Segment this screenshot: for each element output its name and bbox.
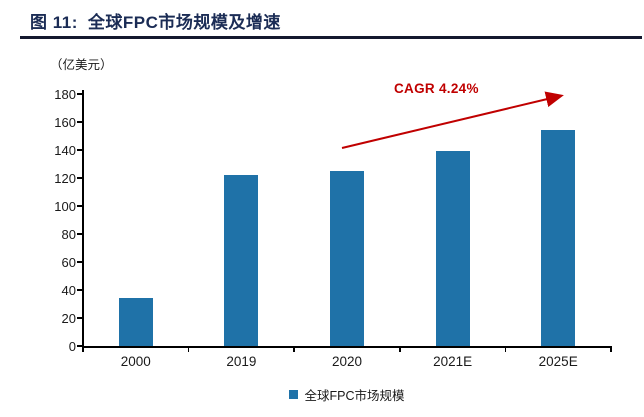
y-tick-mark (77, 149, 82, 151)
y-tick-label: 20 (61, 310, 76, 326)
y-tick-mark (77, 317, 82, 319)
bar-2025E (541, 130, 576, 346)
figure-title: 全球FPC市场规模及增速 (87, 13, 281, 32)
x-tick-mark (187, 346, 190, 352)
y-tick-mark (77, 345, 82, 347)
header-divider (20, 36, 642, 39)
bar-2020 (330, 171, 364, 346)
x-category-label: 2021E (433, 354, 473, 369)
figure-header: 图 11: 全球FPC市场规模及增速 (30, 8, 281, 33)
bar-2000 (118, 298, 153, 346)
y-tick-label: 60 (61, 254, 76, 270)
x-tick-mark (504, 346, 507, 352)
bar-2019 (224, 175, 259, 346)
y-tick-label: 0 (68, 338, 76, 354)
y-tick-mark (77, 205, 82, 207)
y-tick-mark (77, 233, 82, 235)
bar-2021E (435, 151, 470, 346)
x-tick-mark (610, 346, 612, 352)
y-tick-mark (77, 121, 82, 123)
legend-label: 全球FPC市场规模 (304, 389, 405, 403)
y-tick-label: 40 (61, 282, 76, 298)
y-tick-mark (77, 261, 82, 263)
chart-legend: 全球FPC市场规模 (83, 385, 611, 404)
y-tick-label: 160 (54, 114, 76, 130)
y-axis-unit-label: （亿美元） (50, 58, 113, 72)
x-axis-line (82, 346, 612, 348)
x-category-label: 2000 (120, 354, 151, 369)
figure-label: 图 11: (30, 13, 78, 32)
x-tick-mark (293, 346, 295, 352)
y-tick-label: 180 (54, 86, 76, 102)
y-tick-label: 100 (54, 198, 76, 214)
x-category-label: 2025E (538, 354, 578, 369)
y-tick-mark (77, 177, 82, 179)
y-tick-mark (77, 93, 82, 95)
x-tick-mark (399, 346, 401, 352)
x-category-label: 2020 (331, 354, 363, 369)
cagr-annotation: CAGR 4.24% (394, 81, 479, 96)
y-axis-line (82, 90, 84, 347)
x-category-label: 2019 (226, 354, 257, 369)
y-tick-label: 140 (54, 142, 76, 158)
y-tick-label: 120 (54, 170, 76, 186)
x-tick-mark (82, 346, 84, 352)
y-tick-label: 80 (61, 226, 76, 242)
legend-marker-icon (289, 390, 299, 399)
y-tick-mark (77, 289, 82, 291)
